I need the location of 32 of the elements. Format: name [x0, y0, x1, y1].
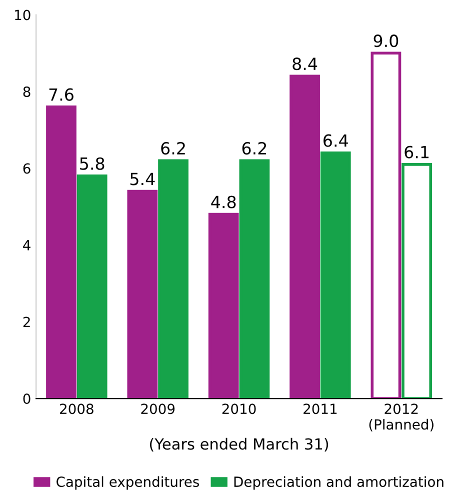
- y-tick-label: 2: [23, 316, 30, 328]
- data-label: 9.0: [374, 34, 398, 48]
- bar: [320, 152, 351, 399]
- x-tick-label: 2010: [222, 404, 256, 414]
- data-label: 6.4: [324, 134, 348, 147]
- data-label: 8.4: [292, 58, 318, 70]
- y-tick-label: 0: [23, 393, 30, 404]
- bar: [127, 190, 158, 399]
- x-tick-label: 2009: [141, 404, 175, 414]
- bar: [208, 212, 239, 399]
- legend-label: Depreciation and amortization: [234, 476, 444, 490]
- data-label: 5.8: [80, 157, 104, 170]
- data-label: 7.6: [49, 88, 74, 101]
- bar: [239, 159, 270, 399]
- x-tick-label: 2012 (Planned): [369, 404, 434, 432]
- x-tick-label: 2011: [304, 404, 337, 414]
- bar: [76, 174, 108, 399]
- data-label: 5.4: [130, 172, 155, 186]
- data-label: 4.8: [211, 196, 236, 208]
- legend-label: Capital expenditures: [56, 476, 199, 490]
- y-tick-label: 8: [23, 86, 30, 97]
- x-tick-label: 2008: [60, 404, 94, 414]
- bar: [290, 74, 320, 399]
- bar: [46, 105, 76, 399]
- data-label: 6.2: [242, 142, 266, 155]
- bar: [158, 159, 188, 399]
- y-tick-label: 6: [23, 163, 30, 174]
- data-label: 6.1: [404, 146, 429, 158]
- x-axis-title: (Years ended March 31): [150, 438, 328, 452]
- y-tick-label: 4: [23, 240, 30, 250]
- data-label: 6.2: [161, 142, 185, 155]
- y-tick-label: 10: [15, 10, 30, 20]
